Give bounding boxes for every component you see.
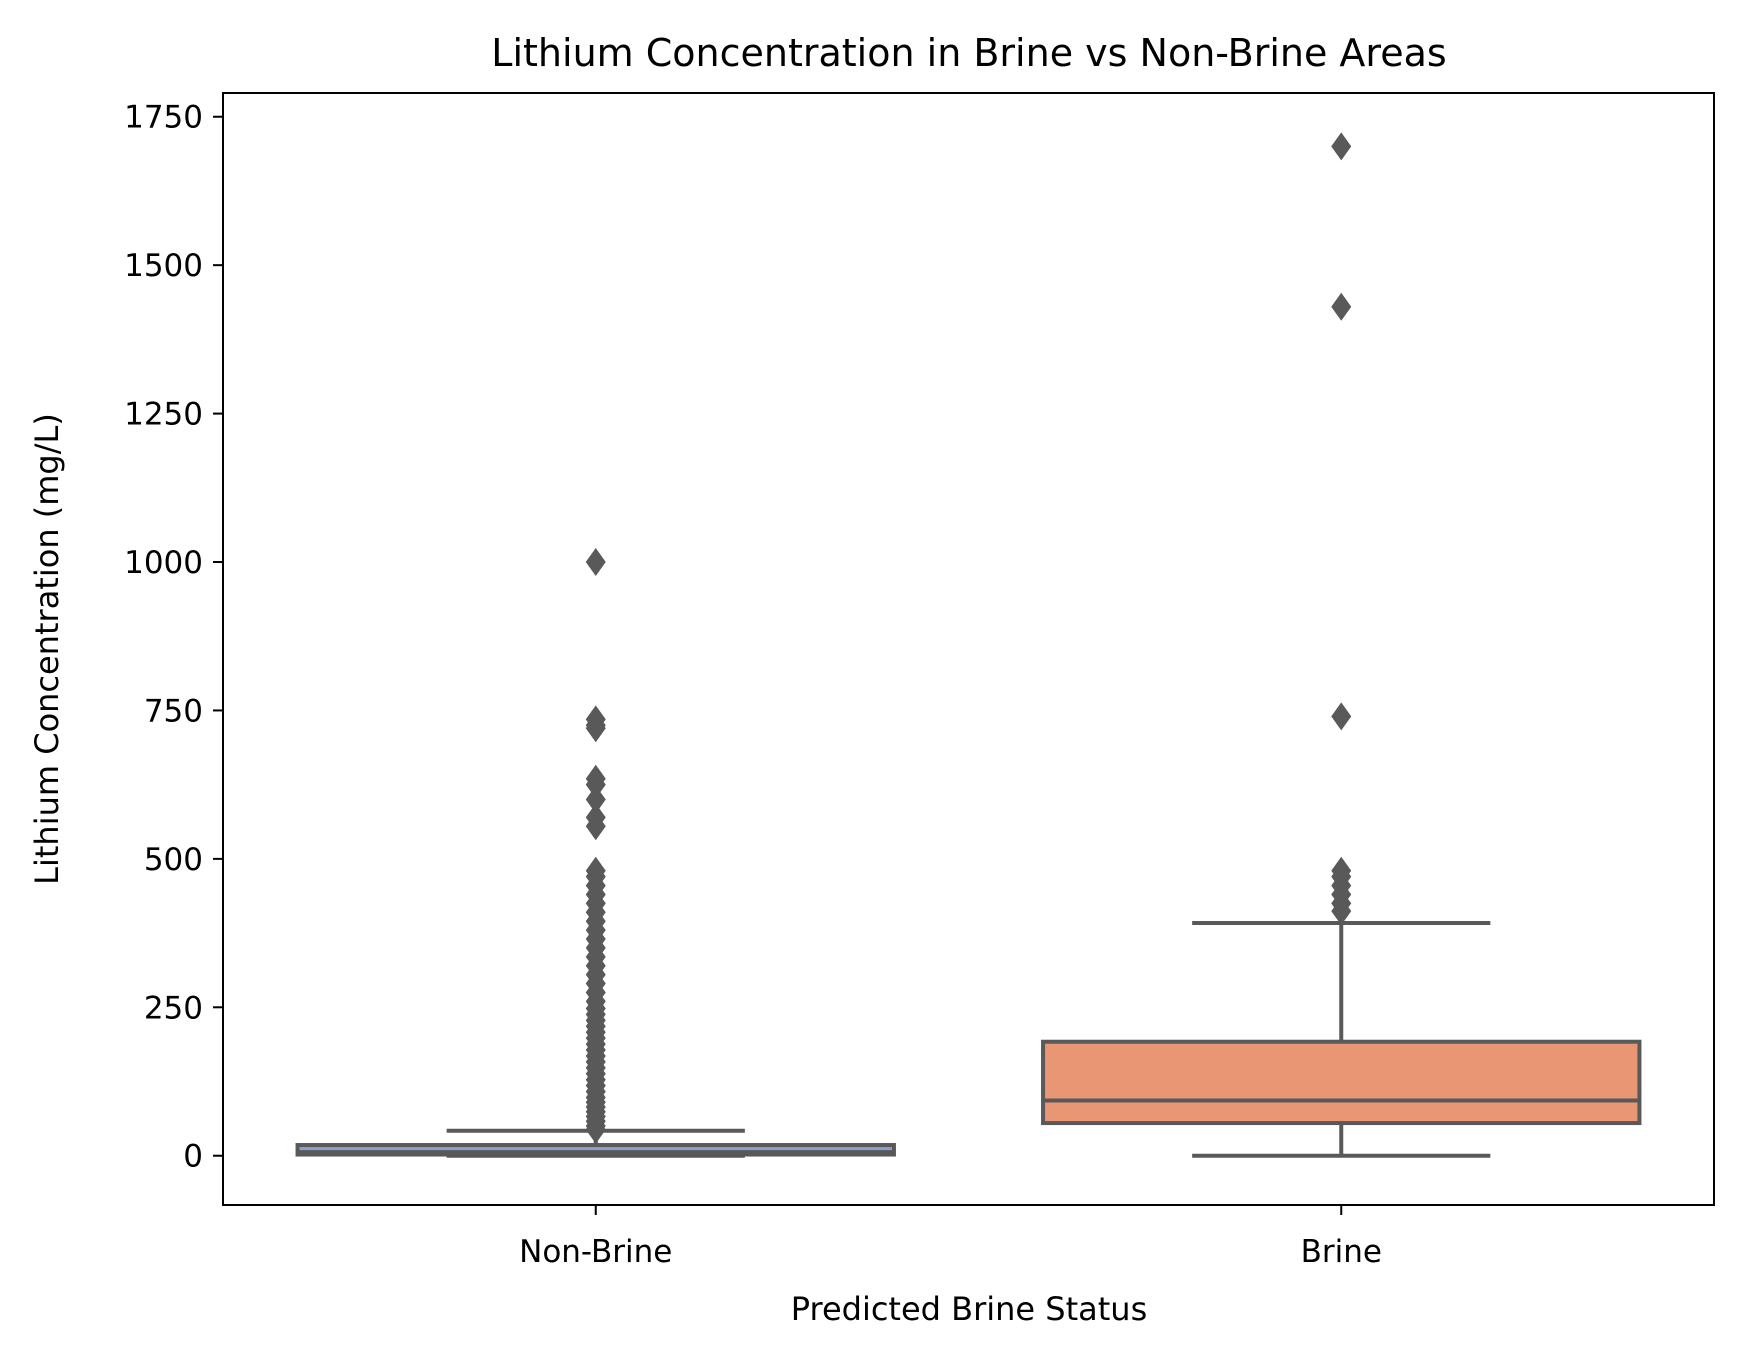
x-tick-label: Brine xyxy=(1301,1234,1382,1270)
box-group-non-brine xyxy=(295,548,896,1158)
x-axis: Non-Brine Brine xyxy=(519,1205,1382,1270)
x-tick-label: Non-Brine xyxy=(519,1234,672,1270)
y-tick-label: 250 xyxy=(144,990,203,1026)
plot-frame xyxy=(222,92,1715,1206)
outlier-point xyxy=(1331,132,1352,161)
y-tick-label: 500 xyxy=(144,842,203,878)
outlier-point xyxy=(585,785,606,814)
outlier-point xyxy=(1331,702,1352,731)
y-tick-label: 0 xyxy=(183,1139,203,1175)
y-axis: 0 250 500 750 1000 1250 1500 1750 xyxy=(124,100,223,1175)
iqr-box xyxy=(1041,1039,1642,1126)
outlier-point xyxy=(585,548,606,577)
outlier-point xyxy=(1331,897,1352,926)
outlier-point xyxy=(585,812,606,841)
plot-area xyxy=(295,132,1642,1158)
chart-title: Lithium Concentration in Brine vs Non-Br… xyxy=(491,31,1446,75)
y-tick-label: 1750 xyxy=(124,100,203,136)
y-tick-label: 1000 xyxy=(124,545,203,581)
x-axis-label: Predicted Brine Status xyxy=(791,1290,1148,1328)
y-tick-label: 750 xyxy=(144,693,203,729)
y-tick-label: 1250 xyxy=(124,397,203,433)
outlier-point xyxy=(1331,292,1352,321)
outlier-point xyxy=(585,1115,606,1144)
iqr-box xyxy=(295,1143,896,1157)
y-axis-label: Lithium Concentration (mg/L) xyxy=(28,413,66,885)
outlier-point xyxy=(585,714,606,743)
outlier-point xyxy=(585,770,606,799)
y-tick-label: 1500 xyxy=(124,248,203,284)
box-group-brine xyxy=(1041,132,1642,1158)
